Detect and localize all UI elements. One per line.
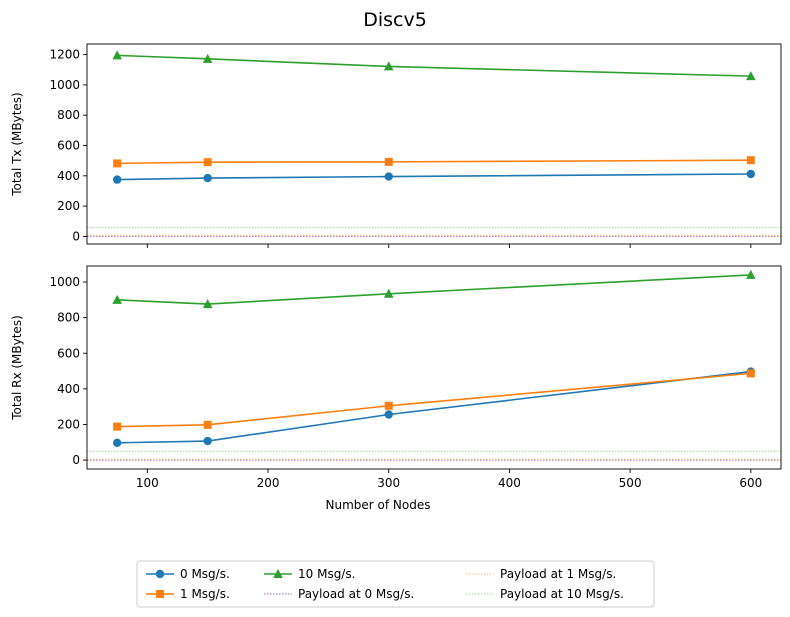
legend: 0 Msg/s. 1 Msg/s. 10 Msg/s. Payload at 0 Ms… bbox=[136, 560, 655, 608]
data-point-rx-0-1 bbox=[203, 436, 212, 446]
legend-marker-2 bbox=[273, 569, 283, 578]
legend-label-2: 10 Msg/s. bbox=[298, 567, 355, 581]
chart-title: Discv5 bbox=[363, 9, 427, 31]
x-tick-label-0: 100 bbox=[136, 476, 159, 490]
data-point-tx-2-2 bbox=[383, 61, 394, 71]
axes-frame-tx bbox=[86, 43, 782, 245]
axes-frame-rx bbox=[86, 265, 782, 470]
y-tick-label-tx-1: 200 bbox=[57, 199, 80, 213]
data-point-tx-1-1 bbox=[203, 158, 212, 167]
legend-label-4: Payload at 1 Msg/s. bbox=[500, 567, 616, 581]
data-point-tx-2-0 bbox=[112, 50, 122, 60]
data-point-tx-2-3 bbox=[746, 71, 756, 81]
data-point-rx-1-1 bbox=[203, 420, 212, 429]
legend-box bbox=[136, 560, 655, 608]
series-line-tx-1 bbox=[117, 159, 751, 165]
x-tick-label-3: 400 bbox=[498, 476, 521, 490]
data-point-rx-1-2 bbox=[384, 401, 393, 410]
data-point-tx-2-1 bbox=[202, 53, 213, 63]
data-point-tx-0-1 bbox=[203, 173, 212, 183]
data-point-tx-1-0 bbox=[113, 159, 122, 168]
x-axis-label: Number of Nodes bbox=[326, 498, 431, 512]
data-point-tx-0-3 bbox=[746, 169, 756, 179]
y-tick-label-tx-3: 600 bbox=[57, 139, 80, 153]
x-tick-label-4: 500 bbox=[619, 476, 642, 490]
legend-item-2: 10 Msg/s. bbox=[264, 567, 355, 581]
data-point-rx-2-0 bbox=[112, 294, 122, 304]
data-point-rx-1-3 bbox=[746, 369, 755, 378]
legend-label-3: Payload at 0 Msg/s. bbox=[298, 587, 414, 601]
y-tick-label-rx-4: 800 bbox=[57, 311, 80, 325]
series-line-rx-1 bbox=[117, 372, 751, 428]
x-tick-label-5: 600 bbox=[739, 476, 762, 490]
legend-item-1: 1 Msg/s. bbox=[146, 587, 230, 601]
data-point-tx-0-2 bbox=[384, 172, 393, 181]
data-point-tx-1-2 bbox=[384, 157, 393, 166]
legend-item-0: 0 Msg/s. bbox=[146, 567, 230, 581]
panel-rx: 0 200 400 600 800 1000 100 200 300 400 500 600 Total… bbox=[10, 265, 782, 490]
y-tick-label-tx-6: 1200 bbox=[49, 48, 80, 62]
x-tick-label-2: 300 bbox=[377, 476, 400, 490]
series-line-rx-0 bbox=[117, 370, 751, 444]
y-tick-label-rx-0: 0 bbox=[72, 453, 80, 467]
panel-tx: 0 200 400 600 800 1000 1200 Total Tx (MBytes) bbox=[10, 43, 782, 248]
y-axis-label-tx: Total Tx (MBytes) bbox=[10, 92, 24, 196]
series-line-tx-2 bbox=[117, 54, 751, 77]
data-point-tx-0-0 bbox=[112, 175, 122, 184]
legend-label-5: Payload at 10 Msg/s. bbox=[500, 587, 624, 601]
legend-marker-1 bbox=[156, 590, 164, 598]
y-tick-label-tx-0: 0 bbox=[72, 229, 80, 243]
data-point-rx-2-3 bbox=[746, 269, 756, 279]
series-line-tx-0 bbox=[117, 173, 751, 181]
y-axis-label-rx: Total Rx (MBytes) bbox=[10, 315, 24, 420]
y-tick-label-rx-3: 600 bbox=[57, 346, 80, 360]
y-tick-label-tx-4: 800 bbox=[57, 108, 80, 122]
y-tick-label-rx-1: 200 bbox=[57, 417, 80, 431]
x-tick-label-1: 200 bbox=[257, 476, 280, 490]
data-point-tx-1-3 bbox=[746, 156, 755, 165]
legend-item-4: Payload at 1 Msg/s. bbox=[466, 567, 616, 581]
data-point-rx-0-0 bbox=[112, 438, 122, 448]
legend-item-5: Payload at 10 Msg/s. bbox=[466, 587, 624, 601]
series-line-rx-2 bbox=[117, 274, 751, 305]
y-tick-label-rx-2: 400 bbox=[57, 382, 80, 396]
y-tick-label-rx-5: 1000 bbox=[49, 275, 80, 289]
legend-item-3: Payload at 0 Msg/s. bbox=[264, 587, 414, 601]
legend-label-0: 0 Msg/s. bbox=[180, 567, 230, 581]
data-point-rx-1-0 bbox=[113, 422, 122, 431]
legend-label-1: 1 Msg/s. bbox=[180, 587, 230, 601]
data-point-rx-2-1 bbox=[202, 299, 213, 309]
y-tick-label-tx-2: 400 bbox=[57, 169, 80, 183]
y-tick-label-tx-5: 1000 bbox=[49, 78, 80, 92]
data-point-rx-2-2 bbox=[383, 288, 394, 298]
legend-marker-0 bbox=[155, 569, 165, 579]
data-point-rx-0-2 bbox=[384, 410, 393, 419]
